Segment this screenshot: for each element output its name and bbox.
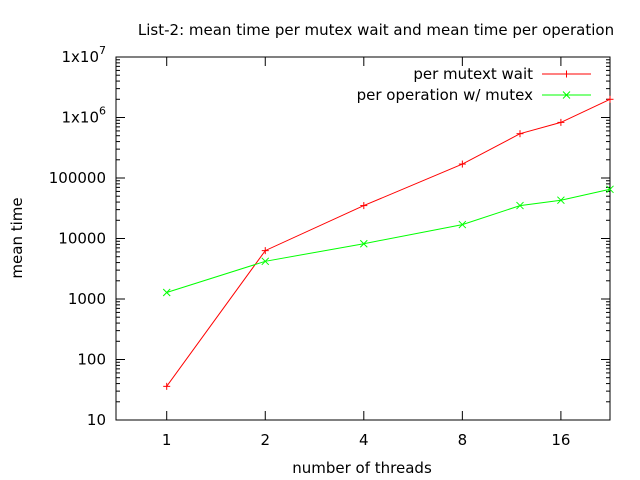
y-tick-label-exponent: 6 xyxy=(99,105,106,118)
data-point xyxy=(359,239,368,248)
y-tick-label: 1000 xyxy=(68,290,106,308)
x-tick-label: 1 xyxy=(162,431,172,449)
series-line-2 xyxy=(166,188,611,293)
x-tick-label: 8 xyxy=(458,431,468,449)
plot-area-frame xyxy=(115,56,611,421)
data-point xyxy=(261,257,270,266)
legend-marker xyxy=(563,70,570,78)
data-point xyxy=(458,220,467,229)
y-tick-label: 1x107 xyxy=(61,44,106,66)
data-point xyxy=(516,201,524,210)
y-tick-label: 1x106 xyxy=(61,105,106,127)
series-layer xyxy=(162,95,614,390)
y-tick-label: 10 xyxy=(87,411,106,429)
series-line-1 xyxy=(166,98,611,387)
y-tick-label-base: 1x10 xyxy=(61,109,99,127)
data-point xyxy=(557,118,565,126)
x-tick-label: 4 xyxy=(359,431,369,449)
x-axis-label: number of threads xyxy=(292,459,432,477)
y-tick-label: 10000 xyxy=(58,230,106,248)
x-tick-label: 16 xyxy=(551,431,570,449)
data-point xyxy=(557,196,565,205)
y-axis-label: mean time xyxy=(8,197,26,278)
y-tick-label-base: 1x10 xyxy=(61,48,99,66)
legend-marker xyxy=(562,91,571,99)
data-point xyxy=(606,185,614,194)
y-tick-label-exponent: 7 xyxy=(99,44,106,57)
data-point xyxy=(360,202,368,210)
chart-title: List-2: mean time per mutex wait and mea… xyxy=(138,21,614,39)
data-point xyxy=(162,288,171,297)
x-tick-label: 2 xyxy=(260,431,270,449)
data-point xyxy=(516,130,524,138)
data-point xyxy=(606,95,614,103)
data-point xyxy=(163,382,171,390)
legend-label: per mutext wait xyxy=(413,65,533,83)
legend-label: per operation w/ mutex xyxy=(357,86,534,104)
y-tick-label: 100 xyxy=(77,351,106,369)
data-point xyxy=(458,160,466,168)
y-tick-label: 100000 xyxy=(49,169,106,187)
legend: per mutext wait per operation w/ mutex xyxy=(357,65,591,104)
data-point xyxy=(261,247,269,255)
